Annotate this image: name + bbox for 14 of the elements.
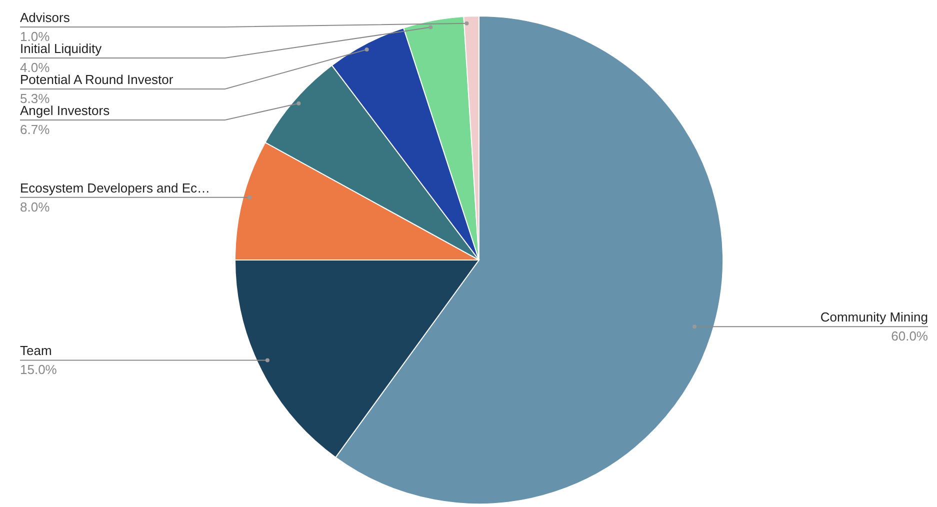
data-label: 60.0% (891, 328, 928, 344)
data-label: 1.0% (20, 29, 50, 44)
slice-label: Angel Investors (20, 103, 110, 118)
data-label: 6.7% (20, 122, 50, 137)
slice-label: Community Mining (820, 310, 928, 325)
data-label: 15.0% (20, 362, 58, 378)
data-label: 8.0% (20, 199, 50, 214)
data-label: 4.0% (20, 60, 50, 75)
slice-label: Advisors (20, 10, 70, 25)
slice-label: Potential A Round Investor (20, 72, 174, 87)
data-label: 5.3% (20, 91, 50, 106)
slice-label: Ecosystem Developers and Ec… (20, 180, 210, 196)
slice-label: Team (20, 343, 52, 358)
slice-label: Initial Liquidity (20, 41, 102, 56)
